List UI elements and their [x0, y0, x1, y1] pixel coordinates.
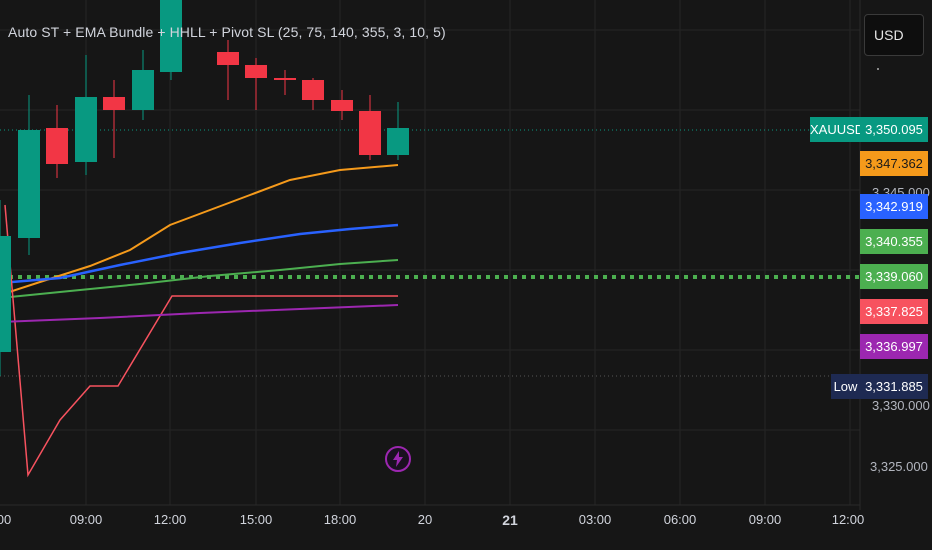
- candle-body-6: [160, 0, 182, 72]
- purple-line-price-tag: 3,336.997: [860, 334, 928, 359]
- time-tick-3: 15:00: [239, 512, 273, 527]
- xauusd-price-tag: 3,350.095: [860, 117, 928, 142]
- time-tick-2: 12:00: [153, 512, 187, 527]
- candle-body-2: [46, 128, 68, 164]
- grid: [0, 0, 860, 505]
- low-label: Low: [831, 374, 860, 399]
- ema-blue-price-tag: 3,342.919: [860, 194, 928, 219]
- time-tick-8: 06:00: [663, 512, 697, 527]
- ema-orange-price-tag: 3,347.362: [860, 151, 928, 176]
- red-line-price-tag: 3,337.825: [860, 299, 928, 324]
- ema-orange-line: [0, 164, 399, 296]
- time-tick-4: 18:00: [323, 512, 357, 527]
- candle-body-12: [359, 111, 381, 155]
- ema-green-line: [0, 259, 399, 299]
- candle-body-1: [18, 130, 40, 238]
- candle-body-10: [302, 80, 324, 100]
- ema-green-price-tag: 3,340.355: [860, 229, 928, 254]
- indicator-title[interactable]: Auto ST + EMA Bundle + HHLL + Pivot SL (…: [8, 24, 446, 40]
- time-tick-9: 09:00: [748, 512, 782, 527]
- time-tick-5: 20: [417, 512, 433, 527]
- event-bolt-icon[interactable]: [385, 446, 411, 472]
- candle-body-9: [274, 78, 296, 80]
- low-price-tag: 3,331.885: [860, 374, 928, 399]
- candle-body-11: [331, 100, 353, 111]
- candle-body-3: [75, 97, 97, 162]
- candle-body-13: [387, 128, 409, 155]
- currency-button[interactable]: USD: [864, 14, 924, 56]
- time-tick-10: 12:00: [831, 512, 865, 527]
- candle-body-8: [245, 65, 267, 78]
- price-axis-hidden-tick-2: 3,330.000: [872, 398, 930, 413]
- symbol-label: XAUUSD: [810, 117, 864, 142]
- dotted-green-price-tag: 3,339.060: [860, 264, 928, 289]
- candles: [0, 0, 409, 376]
- time-tick-7: 03:00: [578, 512, 612, 527]
- red-line: [4, 204, 398, 478]
- ema-blue-line: [0, 223, 399, 285]
- candle-body-0: [0, 236, 11, 352]
- candle-body-7: [217, 52, 239, 65]
- price-axis-tick: 3,325.000: [870, 459, 928, 474]
- time-tick-1: 09:00: [69, 512, 103, 527]
- purple-line: [0, 304, 399, 323]
- time-tick-0: 00: [0, 512, 12, 527]
- candle-body-5: [132, 70, 154, 110]
- time-tick-6: 21: [502, 512, 518, 528]
- currency-dot: [877, 68, 879, 70]
- candle-body-4: [103, 97, 125, 110]
